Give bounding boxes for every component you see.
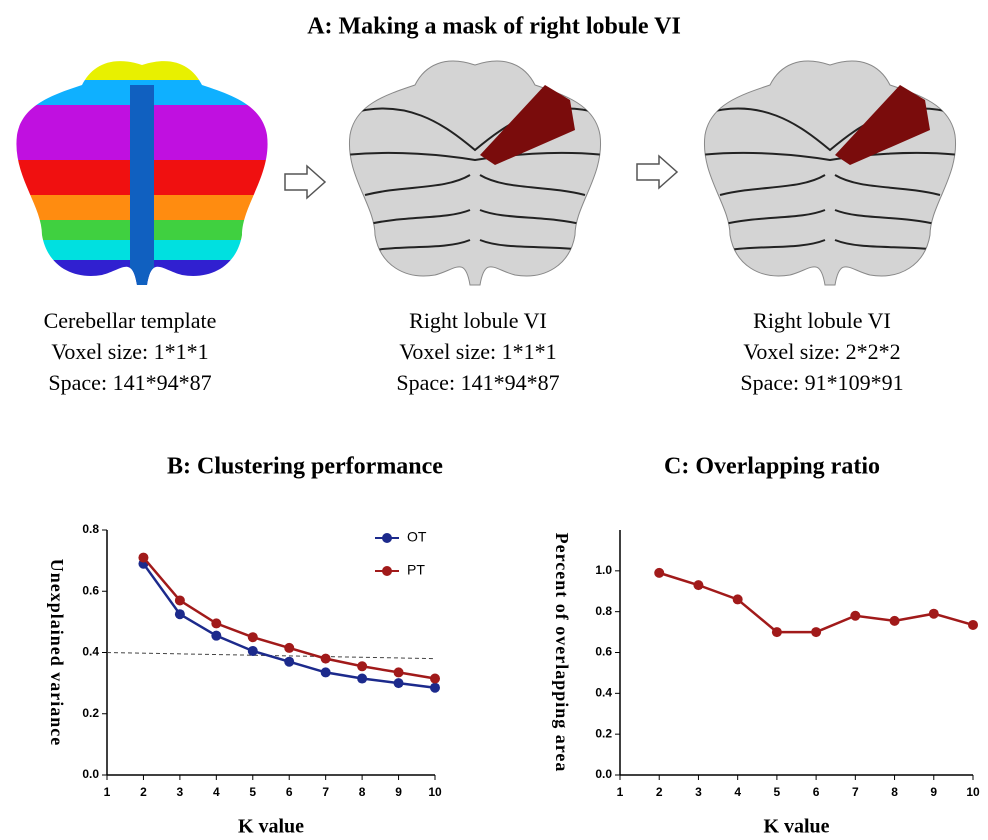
legend-label: OT xyxy=(407,529,427,545)
y-tick-label: 0.0 xyxy=(82,767,99,781)
figure: A: Making a mask of right lobule VI Cere… xyxy=(0,0,988,840)
caption: Space: 141*94*87 xyxy=(396,370,559,395)
point xyxy=(394,667,404,677)
caption: Voxel size: 1*1*1 xyxy=(399,339,556,364)
panel-title: A: Making a mask of right lobule VI xyxy=(307,14,681,40)
point xyxy=(211,618,221,628)
x-tick-label: 7 xyxy=(852,785,859,799)
caption: Cerebellar template xyxy=(44,308,217,333)
x-tick-label: 1 xyxy=(104,785,111,799)
x-tick-label: 3 xyxy=(177,785,184,799)
point xyxy=(284,657,294,667)
point xyxy=(175,609,185,619)
y-tick-label: 0.6 xyxy=(595,645,612,659)
point xyxy=(968,620,978,630)
chart-title: C: Overlapping ratio xyxy=(664,454,880,480)
x-tick-label: 1 xyxy=(617,785,624,799)
caption: Voxel size: 2*2*2 xyxy=(743,339,900,364)
x-tick-label: 5 xyxy=(249,785,256,799)
point xyxy=(357,674,367,684)
point xyxy=(772,627,782,637)
point xyxy=(430,683,440,693)
x-tick-label: 6 xyxy=(813,785,820,799)
point xyxy=(357,661,367,671)
caption: Voxel size: 1*1*1 xyxy=(51,339,208,364)
x-tick-label: 10 xyxy=(428,785,442,799)
x-tick-label: 6 xyxy=(286,785,293,799)
x-axis-label: K value xyxy=(238,816,304,838)
caption: Right lobule VI xyxy=(753,308,891,333)
y-tick-label: 0.8 xyxy=(82,522,99,536)
x-tick-label: 5 xyxy=(774,785,781,799)
template-image xyxy=(12,55,272,290)
y-tick-label: 0.2 xyxy=(595,726,612,740)
x-tick-label: 4 xyxy=(213,785,220,799)
y-axis-label: Unexplained variance xyxy=(47,559,67,747)
x-tick-label: 9 xyxy=(930,785,937,799)
caption: Space: 91*109*91 xyxy=(740,370,903,395)
point xyxy=(850,611,860,621)
point xyxy=(394,678,404,688)
legend-label: PT xyxy=(407,562,425,578)
x-tick-label: 8 xyxy=(891,785,898,799)
point xyxy=(284,643,294,653)
legend-marker xyxy=(382,566,392,576)
point xyxy=(248,632,258,642)
caption: Right lobule VI xyxy=(409,308,547,333)
point xyxy=(693,580,703,590)
x-tick-label: 7 xyxy=(322,785,329,799)
caption: Space: 141*94*87 xyxy=(48,370,211,395)
arrow xyxy=(637,156,677,188)
point xyxy=(811,627,821,637)
x-tick-label: 10 xyxy=(966,785,980,799)
point xyxy=(138,553,148,563)
y-tick-label: 0.8 xyxy=(595,604,612,618)
legend-marker xyxy=(382,533,392,543)
point xyxy=(654,568,664,578)
point xyxy=(321,667,331,677)
lobule-image xyxy=(700,61,960,285)
lobule-image xyxy=(345,61,605,285)
chart-title: B: Clustering performance xyxy=(167,454,443,480)
point xyxy=(248,646,258,656)
point xyxy=(430,674,440,684)
x-tick-label: 8 xyxy=(359,785,366,799)
y-tick-label: 0.6 xyxy=(82,583,99,597)
x-tick-label: 2 xyxy=(656,785,663,799)
point xyxy=(321,654,331,664)
series-line xyxy=(659,573,973,632)
point xyxy=(733,594,743,604)
x-tick-label: 3 xyxy=(695,785,702,799)
point xyxy=(175,595,185,605)
x-tick-label: 4 xyxy=(734,785,741,799)
point xyxy=(929,609,939,619)
y-axis-label: Percent of overlapping area xyxy=(552,533,572,773)
series-line xyxy=(143,564,435,688)
y-tick-label: 0.4 xyxy=(595,686,612,700)
y-tick-label: 0.0 xyxy=(595,767,612,781)
y-tick-label: 0.2 xyxy=(82,706,99,720)
arrow xyxy=(285,166,325,198)
y-tick-label: 0.4 xyxy=(82,645,99,659)
point xyxy=(890,616,900,626)
x-tick-label: 2 xyxy=(140,785,147,799)
x-axis-label: K value xyxy=(763,816,829,838)
x-tick-label: 9 xyxy=(395,785,402,799)
point xyxy=(211,631,221,641)
y-tick-label: 1.0 xyxy=(595,563,612,577)
